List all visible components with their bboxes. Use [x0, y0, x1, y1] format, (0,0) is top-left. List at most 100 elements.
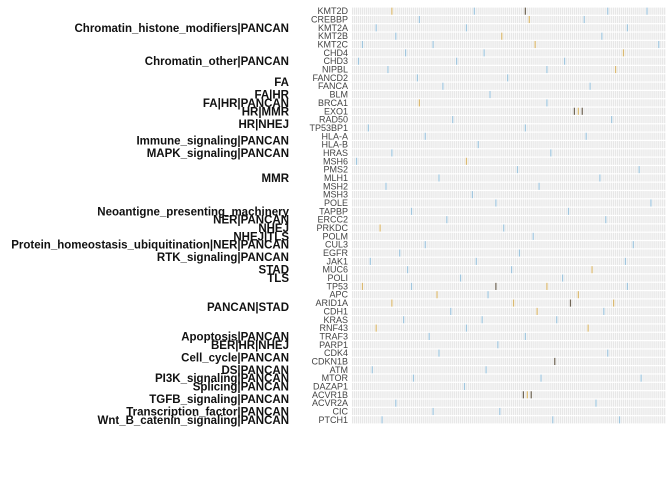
heatmap-cell — [422, 91, 424, 99]
heatmap-cell — [597, 32, 599, 40]
heatmap-cell — [591, 174, 593, 182]
heatmap-cell — [609, 107, 611, 115]
heatmap-cell — [426, 141, 428, 149]
heatmap-cell — [357, 241, 360, 249]
heatmap-cell — [660, 149, 662, 157]
heatmap-cell — [662, 91, 664, 99]
heatmap-cell — [377, 15, 379, 24]
heatmap-cell — [473, 15, 475, 24]
heatmap-cell — [359, 99, 362, 107]
heatmap-cell — [546, 32, 548, 40]
heatmap-cell — [418, 249, 420, 257]
heatmap-cell — [416, 24, 419, 32]
heatmap-cell — [434, 191, 436, 199]
heatmap-cell — [538, 124, 540, 132]
heatmap-cell — [404, 166, 407, 174]
heatmap-cell — [512, 82, 515, 90]
heatmap-cell — [463, 224, 466, 232]
heatmap-cell — [397, 216, 399, 224]
heatmap-cell — [524, 207, 526, 215]
heatmap-cell — [410, 141, 413, 149]
heatmap-cell — [593, 91, 595, 99]
heatmap-cell — [406, 149, 409, 157]
heatmap-cell — [446, 124, 448, 132]
heatmap-cell — [465, 15, 468, 24]
heatmap-cell — [577, 174, 579, 182]
heatmap-cell — [450, 99, 452, 107]
heatmap-cell — [452, 182, 454, 190]
heatmap-cell — [620, 40, 623, 49]
heatmap-cell — [556, 241, 558, 249]
heatmap-cell — [473, 132, 475, 140]
heatmap-cell — [593, 74, 595, 82]
heatmap-cell — [448, 141, 450, 149]
heatmap-cell — [654, 24, 656, 32]
heatmap-cell — [556, 24, 558, 32]
heatmap-cell — [573, 182, 576, 190]
heatmap-cell — [501, 191, 503, 199]
heatmap-cell — [530, 82, 532, 90]
heatmap-cell — [355, 107, 358, 115]
heatmap-cell — [607, 257, 609, 265]
heatmap-cell — [593, 157, 595, 165]
heatmap-cell — [467, 124, 470, 132]
heatmap-cell — [373, 57, 375, 65]
heatmap-cell — [650, 157, 652, 165]
heatmap-cell — [479, 124, 481, 132]
heatmap-cell — [585, 124, 587, 132]
heatmap-cell — [463, 116, 466, 124]
heatmap-cell — [518, 257, 521, 265]
heatmap-cell — [607, 40, 609, 49]
heatmap-cell — [485, 166, 487, 174]
heatmap-cell — [546, 15, 548, 24]
heatmap-cell — [628, 249, 630, 257]
heatmap-cell — [442, 124, 444, 132]
heatmap-cell — [558, 82, 560, 90]
heatmap-cell — [609, 149, 611, 157]
heatmap-cell — [491, 191, 493, 199]
heatmap-cell — [573, 116, 576, 124]
heatmap-cell — [524, 24, 526, 32]
heatmap-cell — [589, 182, 591, 190]
heatmap-cell — [524, 191, 526, 199]
heatmap-cell — [616, 216, 619, 224]
heatmap-cell — [434, 7, 436, 15]
heatmap-cell — [644, 7, 646, 15]
heatmap-cell — [648, 232, 650, 240]
heatmap-cell — [534, 199, 536, 207]
heatmap-cell — [465, 166, 468, 174]
heatmap-cell — [624, 149, 627, 157]
heatmap-cell — [430, 24, 432, 32]
heatmap-cell — [503, 241, 505, 249]
heatmap-cell — [554, 199, 556, 207]
heatmap-cell — [620, 207, 623, 215]
heatmap-cell — [465, 232, 468, 240]
heatmap-cell — [656, 232, 658, 240]
heatmap-cell — [505, 249, 507, 257]
heatmap-cell — [614, 107, 617, 115]
heatmap-cell — [393, 116, 395, 124]
heatmap-cell — [505, 116, 507, 124]
heatmap-cell — [560, 49, 562, 57]
heatmap-cell — [463, 149, 466, 157]
heatmap-cell — [406, 116, 409, 124]
heatmap-cell — [452, 149, 454, 157]
heatmap-cell — [377, 266, 379, 274]
heatmap-cell — [399, 191, 401, 199]
heatmap-cell — [599, 32, 601, 40]
heatmap-cell — [560, 207, 562, 215]
heatmap-cell — [418, 91, 420, 99]
heatmap-cell — [556, 199, 558, 207]
heatmap-cell — [567, 166, 570, 174]
heatmap-cell — [454, 24, 456, 32]
heatmap-cell — [526, 116, 528, 124]
heatmap-cell — [583, 124, 585, 132]
heatmap-cell — [654, 224, 656, 232]
heatmap-cell — [607, 32, 609, 40]
heatmap-cell — [538, 216, 540, 224]
heatmap-cell — [571, 166, 574, 174]
heatmap-cell — [436, 65, 438, 74]
heatmap-cell — [593, 132, 595, 140]
heatmap-cell — [489, 207, 491, 215]
heatmap-cell — [363, 216, 366, 224]
